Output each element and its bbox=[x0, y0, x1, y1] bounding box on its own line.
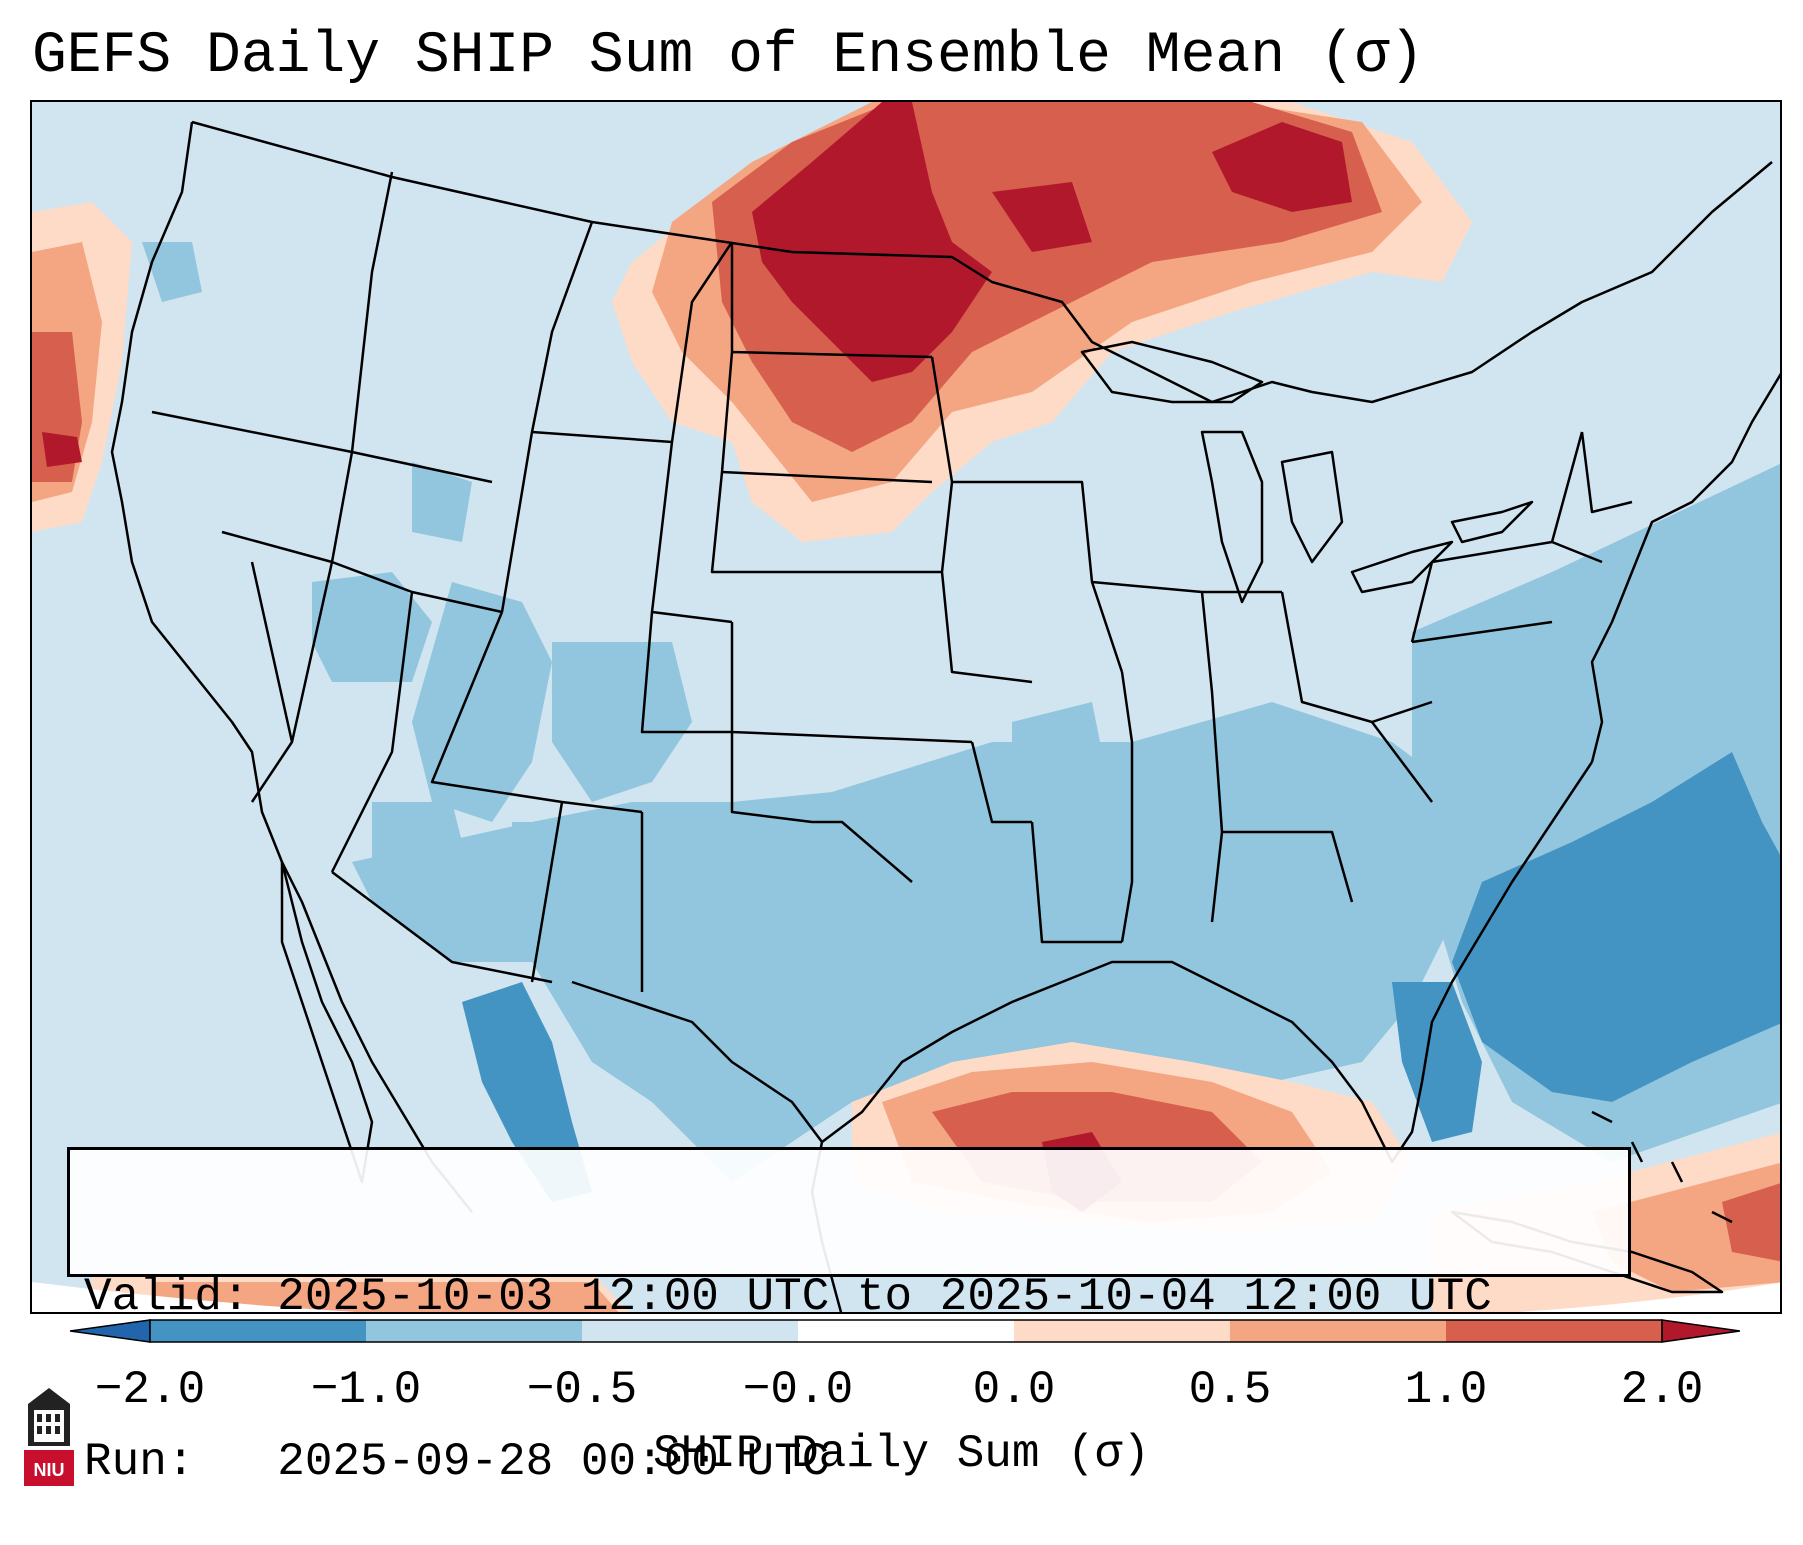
central-mid-blue-patches bbox=[1012, 702, 1352, 862]
projection-edge-right bbox=[1519, 1282, 1780, 1312]
east-coast bbox=[1590, 372, 1780, 763]
northern-plains-dark-red-region bbox=[752, 102, 1352, 382]
colorbar-extend-high bbox=[1661, 1319, 1740, 1343]
colorbar-tick-1: −2.0 bbox=[94, 1364, 206, 1416]
florida-dark-blue-region bbox=[1392, 982, 1482, 1142]
caribbean-orange-region bbox=[1592, 1163, 1780, 1292]
niu-logo-text: NIU bbox=[34, 1460, 65, 1480]
colorbar-segment-6 bbox=[1230, 1320, 1446, 1342]
colorbar-tick-4: −0.0 bbox=[742, 1364, 854, 1416]
state-lines bbox=[151, 171, 1633, 992]
colorbar-tick-5: 0.0 bbox=[972, 1364, 1056, 1416]
map-panel[interactable] bbox=[30, 100, 1782, 1314]
colorbar-tick-3: −0.5 bbox=[526, 1364, 638, 1416]
gulf-coast bbox=[571, 761, 1594, 1164]
colorbar-label: SHIP Daily Sum (σ) bbox=[653, 1428, 1150, 1480]
colorbar-segment-1 bbox=[150, 1320, 366, 1342]
colorbar-segment-5 bbox=[1014, 1320, 1230, 1342]
west-mid-blue-patches bbox=[142, 242, 692, 982]
run-time-line: Run: 2025-09-28 00:00 UTC bbox=[84, 1436, 830, 1488]
colorbar-outline bbox=[149, 1319, 1663, 1343]
pacific-south-orange-strip bbox=[152, 1282, 619, 1312]
colorbar-segment-4 bbox=[798, 1320, 1014, 1342]
caribbean-red-region bbox=[1722, 1183, 1780, 1262]
page-title: GEFS Daily SHIP Sum of Ensemble Mean (σ) bbox=[32, 24, 1425, 89]
validity-info-box: Valid: 2025-10-03 12:00 UTC to 2025-10-0… bbox=[67, 1147, 1631, 1488]
great-lakes bbox=[1080, 340, 1534, 604]
niu-logo-icon: NIU bbox=[24, 1388, 74, 1486]
colorbar-segment-7 bbox=[1446, 1320, 1662, 1342]
colorbar-tick-7: 1.0 bbox=[1404, 1364, 1488, 1416]
colorbar bbox=[70, 1319, 1740, 1343]
colorbar-tick-8: 2.0 bbox=[1620, 1364, 1704, 1416]
map-canvas[interactable] bbox=[32, 102, 1782, 1314]
colorbar-tick-6: 0.5 bbox=[1188, 1364, 1272, 1416]
colorbar-segment-3 bbox=[582, 1320, 798, 1342]
pacific-offshore-dark-red-region bbox=[42, 432, 82, 467]
colorbar-segment-2 bbox=[366, 1320, 582, 1342]
projection-edge-left bbox=[32, 1282, 356, 1312]
colorbar-tick-2: −1.0 bbox=[310, 1364, 422, 1416]
bahamas bbox=[1591, 1110, 1733, 1224]
valid-time-line: Valid: 2025-10-03 12:00 UTC to 2025-10-0… bbox=[84, 1271, 1492, 1323]
west-coast bbox=[110, 121, 473, 1213]
colorbar-extend-low bbox=[70, 1319, 151, 1343]
atlantic-dark-blue-region bbox=[1452, 752, 1780, 1102]
